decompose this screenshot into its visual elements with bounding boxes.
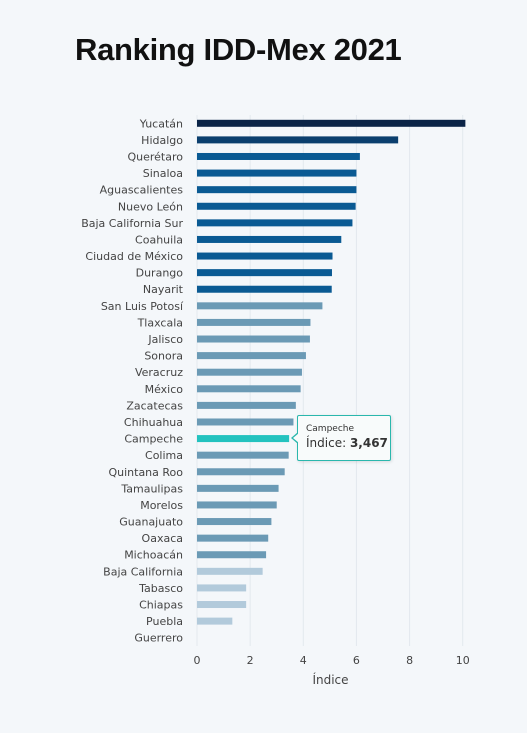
x-tick-label: 8 xyxy=(406,654,413,667)
category-label: Chihuahua xyxy=(124,416,183,429)
tooltip: Campeche Índice: 3,467 xyxy=(291,415,391,461)
bar[interactable] xyxy=(197,385,301,393)
tooltip-pointer-inner xyxy=(293,433,299,443)
category-label: Jalisco xyxy=(147,333,183,346)
bar[interactable] xyxy=(197,335,310,343)
bar[interactable] xyxy=(197,617,233,625)
category-label: Campeche xyxy=(124,433,183,446)
category-label: Yucatán xyxy=(139,117,183,130)
bar[interactable] xyxy=(197,235,342,243)
category-label: Oaxaca xyxy=(142,532,183,545)
category-label: Guanajuato xyxy=(119,516,183,529)
tooltip-label: Índice: xyxy=(306,436,350,450)
category-label: San Luis Potosí xyxy=(101,300,184,313)
bar[interactable] xyxy=(197,368,302,376)
category-label: Tamaulipas xyxy=(120,482,183,495)
category-label: Quintana Roo xyxy=(108,466,183,479)
bar[interactable] xyxy=(197,418,294,426)
bars xyxy=(197,119,466,625)
bar[interactable] xyxy=(197,451,289,459)
category-label: Hidalgo xyxy=(141,134,183,147)
x-axis-title: Índice xyxy=(312,672,348,687)
x-tick-label: 6 xyxy=(353,654,360,667)
bar[interactable] xyxy=(197,435,290,443)
category-label: Querétaro xyxy=(127,150,183,163)
category-label: Nuevo León xyxy=(118,200,183,213)
category-label: Baja California Sur xyxy=(81,217,183,230)
bar[interactable] xyxy=(197,534,269,542)
bar[interactable] xyxy=(197,551,267,559)
category-label: Veracruz xyxy=(135,366,183,379)
bar[interactable] xyxy=(197,518,272,526)
category-label: Baja California xyxy=(103,565,183,578)
category-label: Sonora xyxy=(144,350,183,363)
bar[interactable] xyxy=(197,269,332,277)
bar[interactable] xyxy=(197,484,279,492)
tooltip-name: Campeche xyxy=(306,424,355,434)
bar[interactable] xyxy=(197,186,357,194)
tooltip-line: Índice: 3,467 xyxy=(306,435,390,452)
category-label: Aguascalientes xyxy=(100,184,184,197)
category-label: Durango xyxy=(136,267,184,280)
category-label: Ciudad de México xyxy=(85,250,183,263)
tooltip-value: 3,467 xyxy=(349,436,388,450)
category-label: México xyxy=(145,383,184,396)
category-labels: Yucatán Hidalgo Querétaro Sinaloa Aguascalie… xyxy=(81,117,184,644)
x-axis-ticks: 0 2 4 6 8 10 xyxy=(194,654,470,667)
category-label: Tabasco xyxy=(138,582,183,595)
category-label: Colima xyxy=(145,449,183,462)
bar[interactable] xyxy=(197,252,333,260)
chart-title: Ranking IDD-Mex 2021 xyxy=(75,32,402,67)
x-tick-label: 0 xyxy=(194,654,201,667)
bar[interactable] xyxy=(197,468,285,476)
bar[interactable] xyxy=(197,136,399,144)
category-label: Puebla xyxy=(146,615,183,628)
category-label: Guerrero xyxy=(134,632,183,645)
category-label: Nayarit xyxy=(143,283,184,296)
category-label: Tlaxcala xyxy=(137,316,183,329)
bar[interactable] xyxy=(197,501,277,509)
category-label: Morelos xyxy=(140,499,183,512)
category-label: Coahuila xyxy=(135,233,183,246)
bar[interactable] xyxy=(197,601,247,609)
bar[interactable] xyxy=(197,202,356,210)
x-tick-label: 2 xyxy=(247,654,254,667)
bar[interactable] xyxy=(197,219,353,227)
bar[interactable] xyxy=(197,302,323,310)
x-tick-label: 10 xyxy=(456,654,470,667)
bar[interactable] xyxy=(197,152,360,160)
x-tick-label: 4 xyxy=(300,654,307,667)
bar[interactable] xyxy=(197,567,263,575)
category-label: Michoacán xyxy=(124,549,183,562)
gridlines xyxy=(196,115,464,646)
bar[interactable] xyxy=(197,318,311,326)
bar[interactable] xyxy=(197,169,357,177)
bar[interactable] xyxy=(197,119,466,127)
bar[interactable] xyxy=(197,584,247,592)
bar[interactable] xyxy=(197,285,332,293)
bar[interactable] xyxy=(197,352,306,360)
category-label: Zacatecas xyxy=(126,399,183,412)
bar[interactable] xyxy=(197,401,296,409)
category-label: Sinaloa xyxy=(143,167,183,180)
category-label: Chiapas xyxy=(139,599,183,612)
